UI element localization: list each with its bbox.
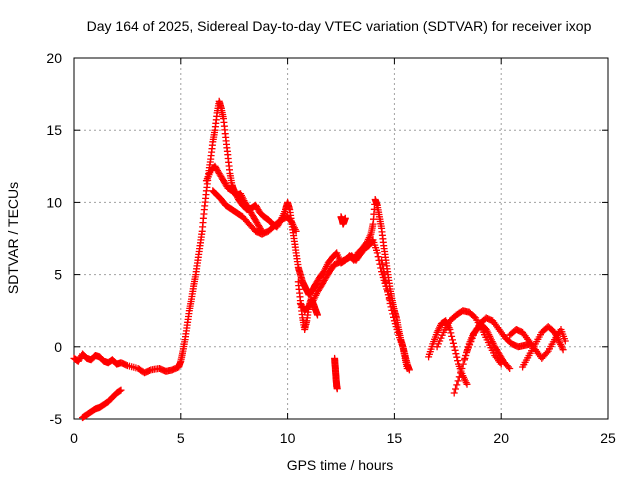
axis-ticks: 0 5 10 15 20 25 -5 0 5 10 15 20 — [46, 50, 616, 446]
data-point — [314, 311, 321, 319]
data-point — [389, 310, 397, 318]
data-point — [384, 291, 392, 299]
x-tick-label: 10 — [280, 430, 296, 446]
data-point — [379, 265, 387, 273]
series-group — [294, 278, 321, 333]
x-tick-label: 25 — [600, 430, 616, 446]
data-point — [459, 360, 467, 368]
data-point — [385, 295, 393, 303]
data-point — [449, 336, 456, 344]
x-tick-label: 15 — [387, 430, 403, 446]
series-group — [461, 321, 514, 372]
x-axis-label: GPS time / hours — [287, 457, 394, 473]
data-point — [292, 227, 300, 235]
y-tick-label: 20 — [46, 50, 62, 66]
data-point — [453, 381, 461, 389]
data-point — [453, 353, 461, 361]
data-point — [448, 332, 456, 340]
data-point — [381, 274, 389, 281]
data-point — [450, 343, 458, 351]
data-point — [378, 256, 386, 264]
y-tick-label: 0 — [54, 339, 62, 355]
data-point — [117, 386, 125, 394]
y-tick-label: -5 — [50, 411, 63, 427]
chart-title: Day 164 of 2025, Sidereal Day-to-day VTE… — [87, 18, 592, 34]
series-group — [378, 256, 411, 372]
y-axis-label: SDTVAR / TECUs — [5, 182, 21, 294]
data-point — [452, 385, 459, 393]
data-point — [341, 214, 349, 222]
data-point — [543, 349, 551, 357]
data-point — [561, 337, 569, 345]
data-point — [463, 380, 471, 388]
data-point — [383, 282, 391, 290]
data-point — [505, 363, 512, 371]
series-group — [506, 326, 569, 362]
data-point — [380, 269, 388, 277]
data-points — [70, 97, 569, 422]
data-point — [458, 365, 466, 372]
series-group — [331, 354, 341, 393]
data-point — [452, 350, 460, 358]
data-point — [374, 253, 382, 261]
series-group — [70, 97, 413, 377]
y-tick-label: 5 — [54, 267, 62, 283]
series-group — [519, 323, 567, 371]
series-group — [209, 187, 300, 238]
data-point — [390, 313, 397, 321]
data-point — [559, 346, 567, 354]
data-point — [373, 249, 381, 257]
data-point — [333, 385, 341, 393]
series-group — [202, 162, 266, 235]
data-point — [382, 278, 390, 286]
data-point — [378, 261, 386, 268]
series-group — [79, 386, 125, 422]
y-tick-label: 10 — [46, 194, 62, 210]
grid — [74, 58, 608, 419]
data-point — [384, 287, 392, 294]
x-tick-label: 20 — [493, 430, 509, 446]
data-point — [447, 329, 455, 337]
series-group — [337, 213, 349, 228]
data-point — [450, 389, 458, 397]
data-point — [386, 300, 394, 307]
data-point — [403, 365, 411, 372]
x-tick-label: 0 — [70, 430, 78, 446]
y-tick-label: 15 — [46, 122, 62, 138]
data-point — [455, 373, 463, 381]
data-point — [454, 357, 462, 365]
data-point — [451, 346, 459, 354]
data-point — [506, 365, 514, 372]
x-tick-label: 5 — [177, 430, 185, 446]
series-group — [425, 317, 471, 388]
data-point — [457, 369, 465, 377]
plot-frame — [73, 57, 609, 420]
data-point — [449, 339, 457, 347]
data-point — [387, 303, 395, 311]
data-point — [388, 306, 396, 314]
data-point — [454, 377, 462, 385]
